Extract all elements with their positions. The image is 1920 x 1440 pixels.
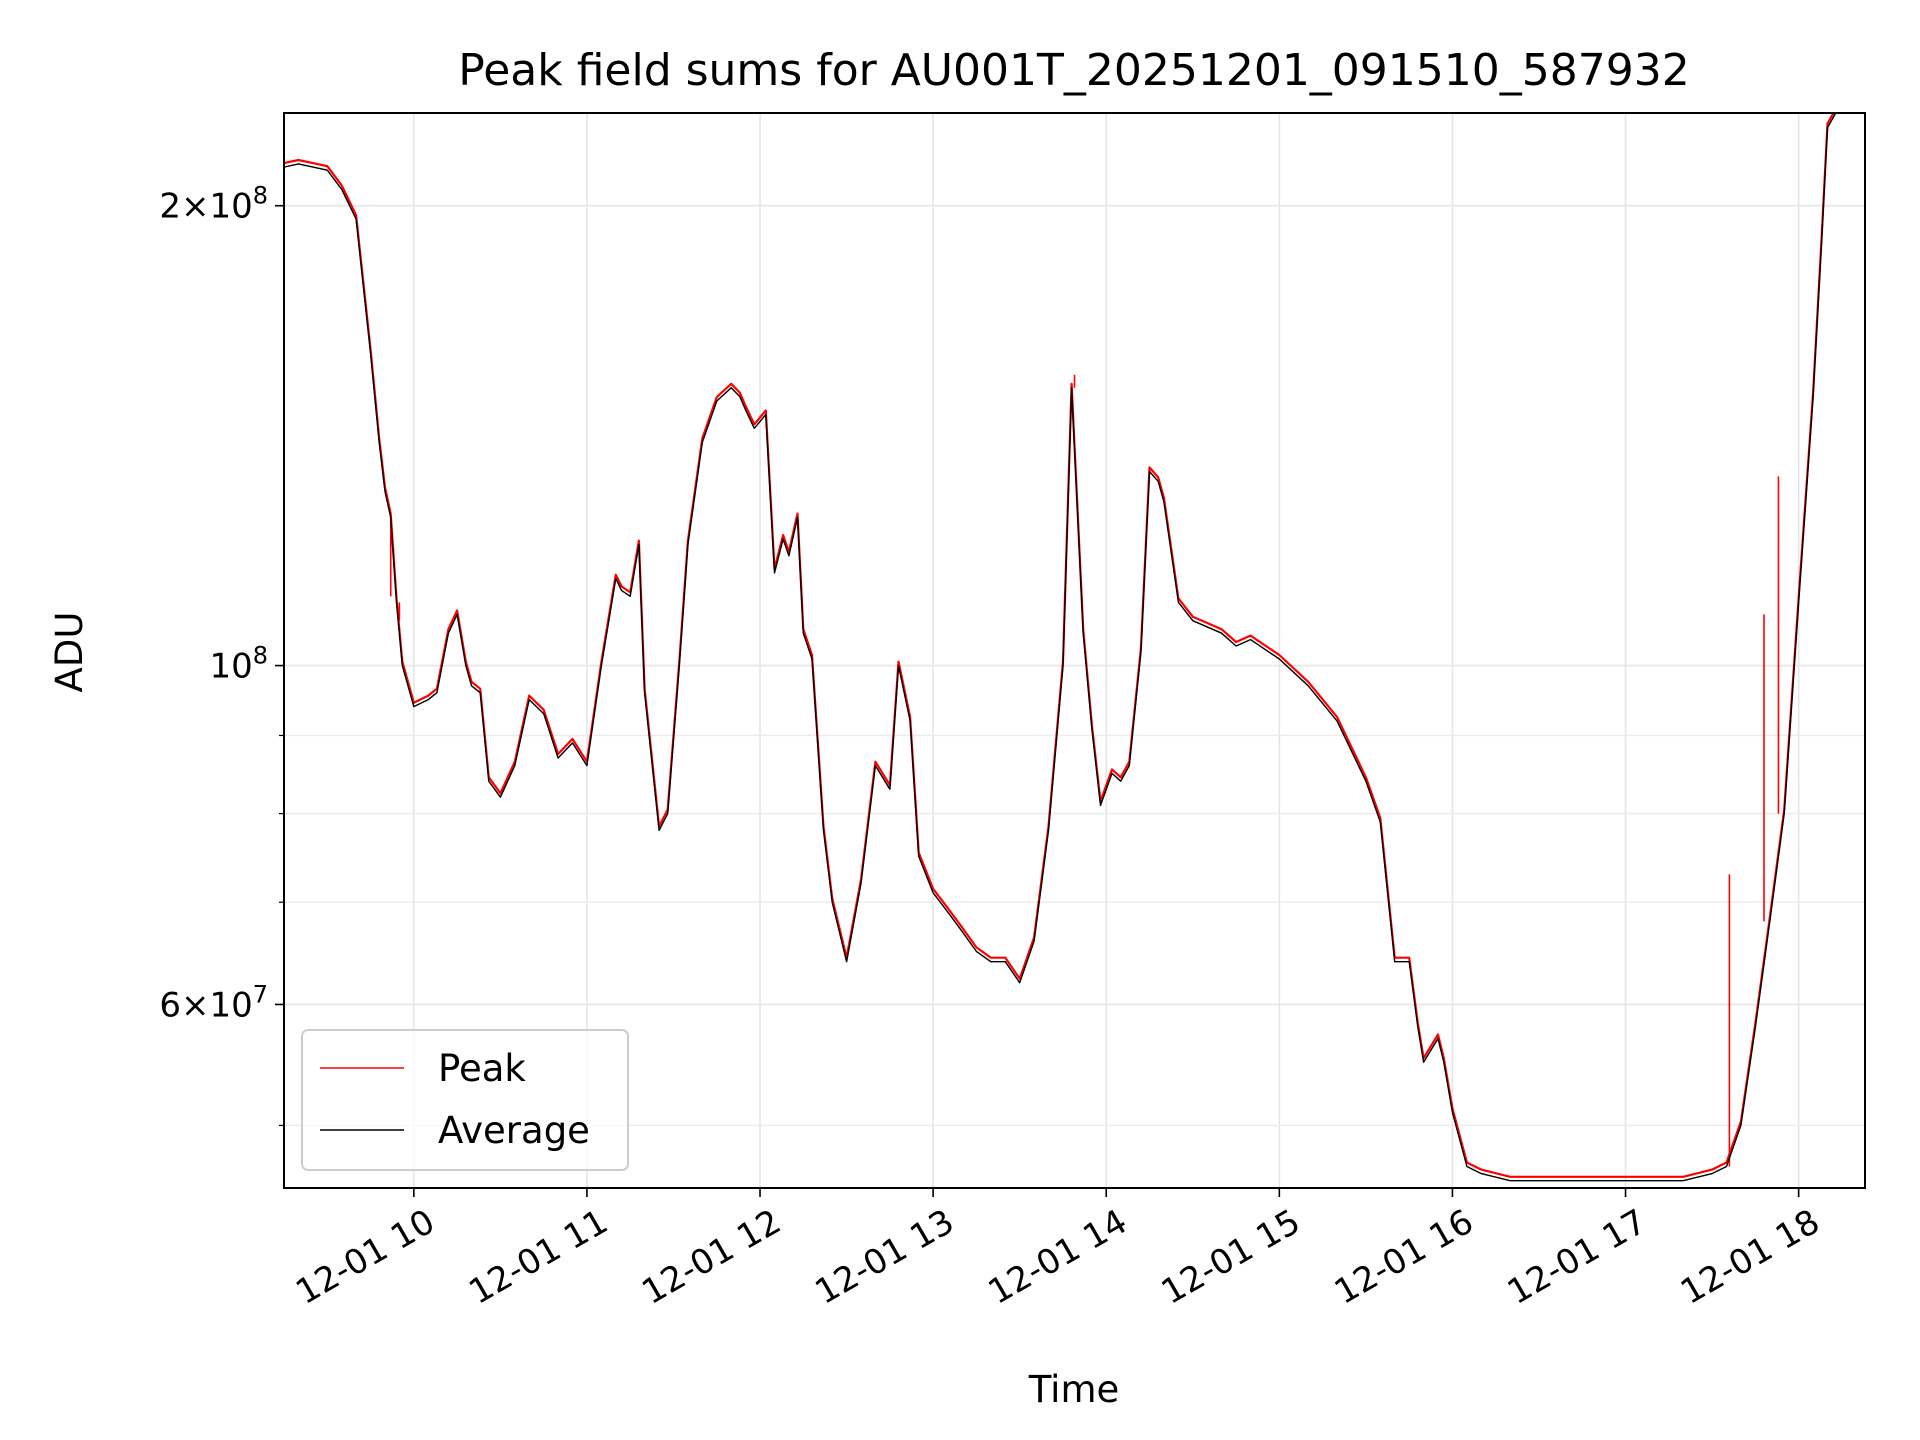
grid — [284, 113, 1865, 1188]
x-tick-label: 12-01 14 — [982, 1202, 1134, 1313]
legend: Peak Average — [301, 1029, 629, 1171]
y-axis: 2×108 108 6×107 — [159, 182, 284, 1127]
series-average-line — [284, 113, 1837, 1182]
y-tick-label: 6×107 — [159, 980, 268, 1025]
axes-frame — [283, 112, 1866, 1189]
x-tick-label: 12-01 10 — [289, 1202, 441, 1313]
x-tick-label: 12-01 18 — [1674, 1202, 1826, 1313]
x-tick-label: 12-01 12 — [635, 1202, 787, 1313]
x-tick-label: 12-01 15 — [1155, 1202, 1307, 1313]
x-tick-label: 12-01 11 — [462, 1202, 614, 1313]
legend-peak-label: Peak — [438, 1047, 526, 1090]
x-tick-label: 12-01 16 — [1328, 1202, 1480, 1313]
chart-title: Peak field sums for AU001T_20251201_0915… — [458, 45, 1690, 96]
x-tick-label: 12-01 17 — [1501, 1202, 1653, 1313]
series-peak-line — [284, 113, 1835, 1178]
x-axis: 12-01 10 12-01 11 12-01 12 12-01 13 12-01 14… — [289, 1188, 1826, 1313]
legend-frame — [301, 1029, 629, 1171]
y-tick-label: 2×108 — [159, 182, 268, 227]
legend-average-label: Average — [438, 1109, 590, 1152]
y-axis-label: ADU — [48, 612, 91, 693]
y-tick-label: 108 — [209, 642, 268, 687]
plot-area — [284, 113, 1837, 1182]
x-tick-label: 12-01 13 — [809, 1202, 961, 1313]
x-axis-label: Time — [1028, 1368, 1120, 1411]
